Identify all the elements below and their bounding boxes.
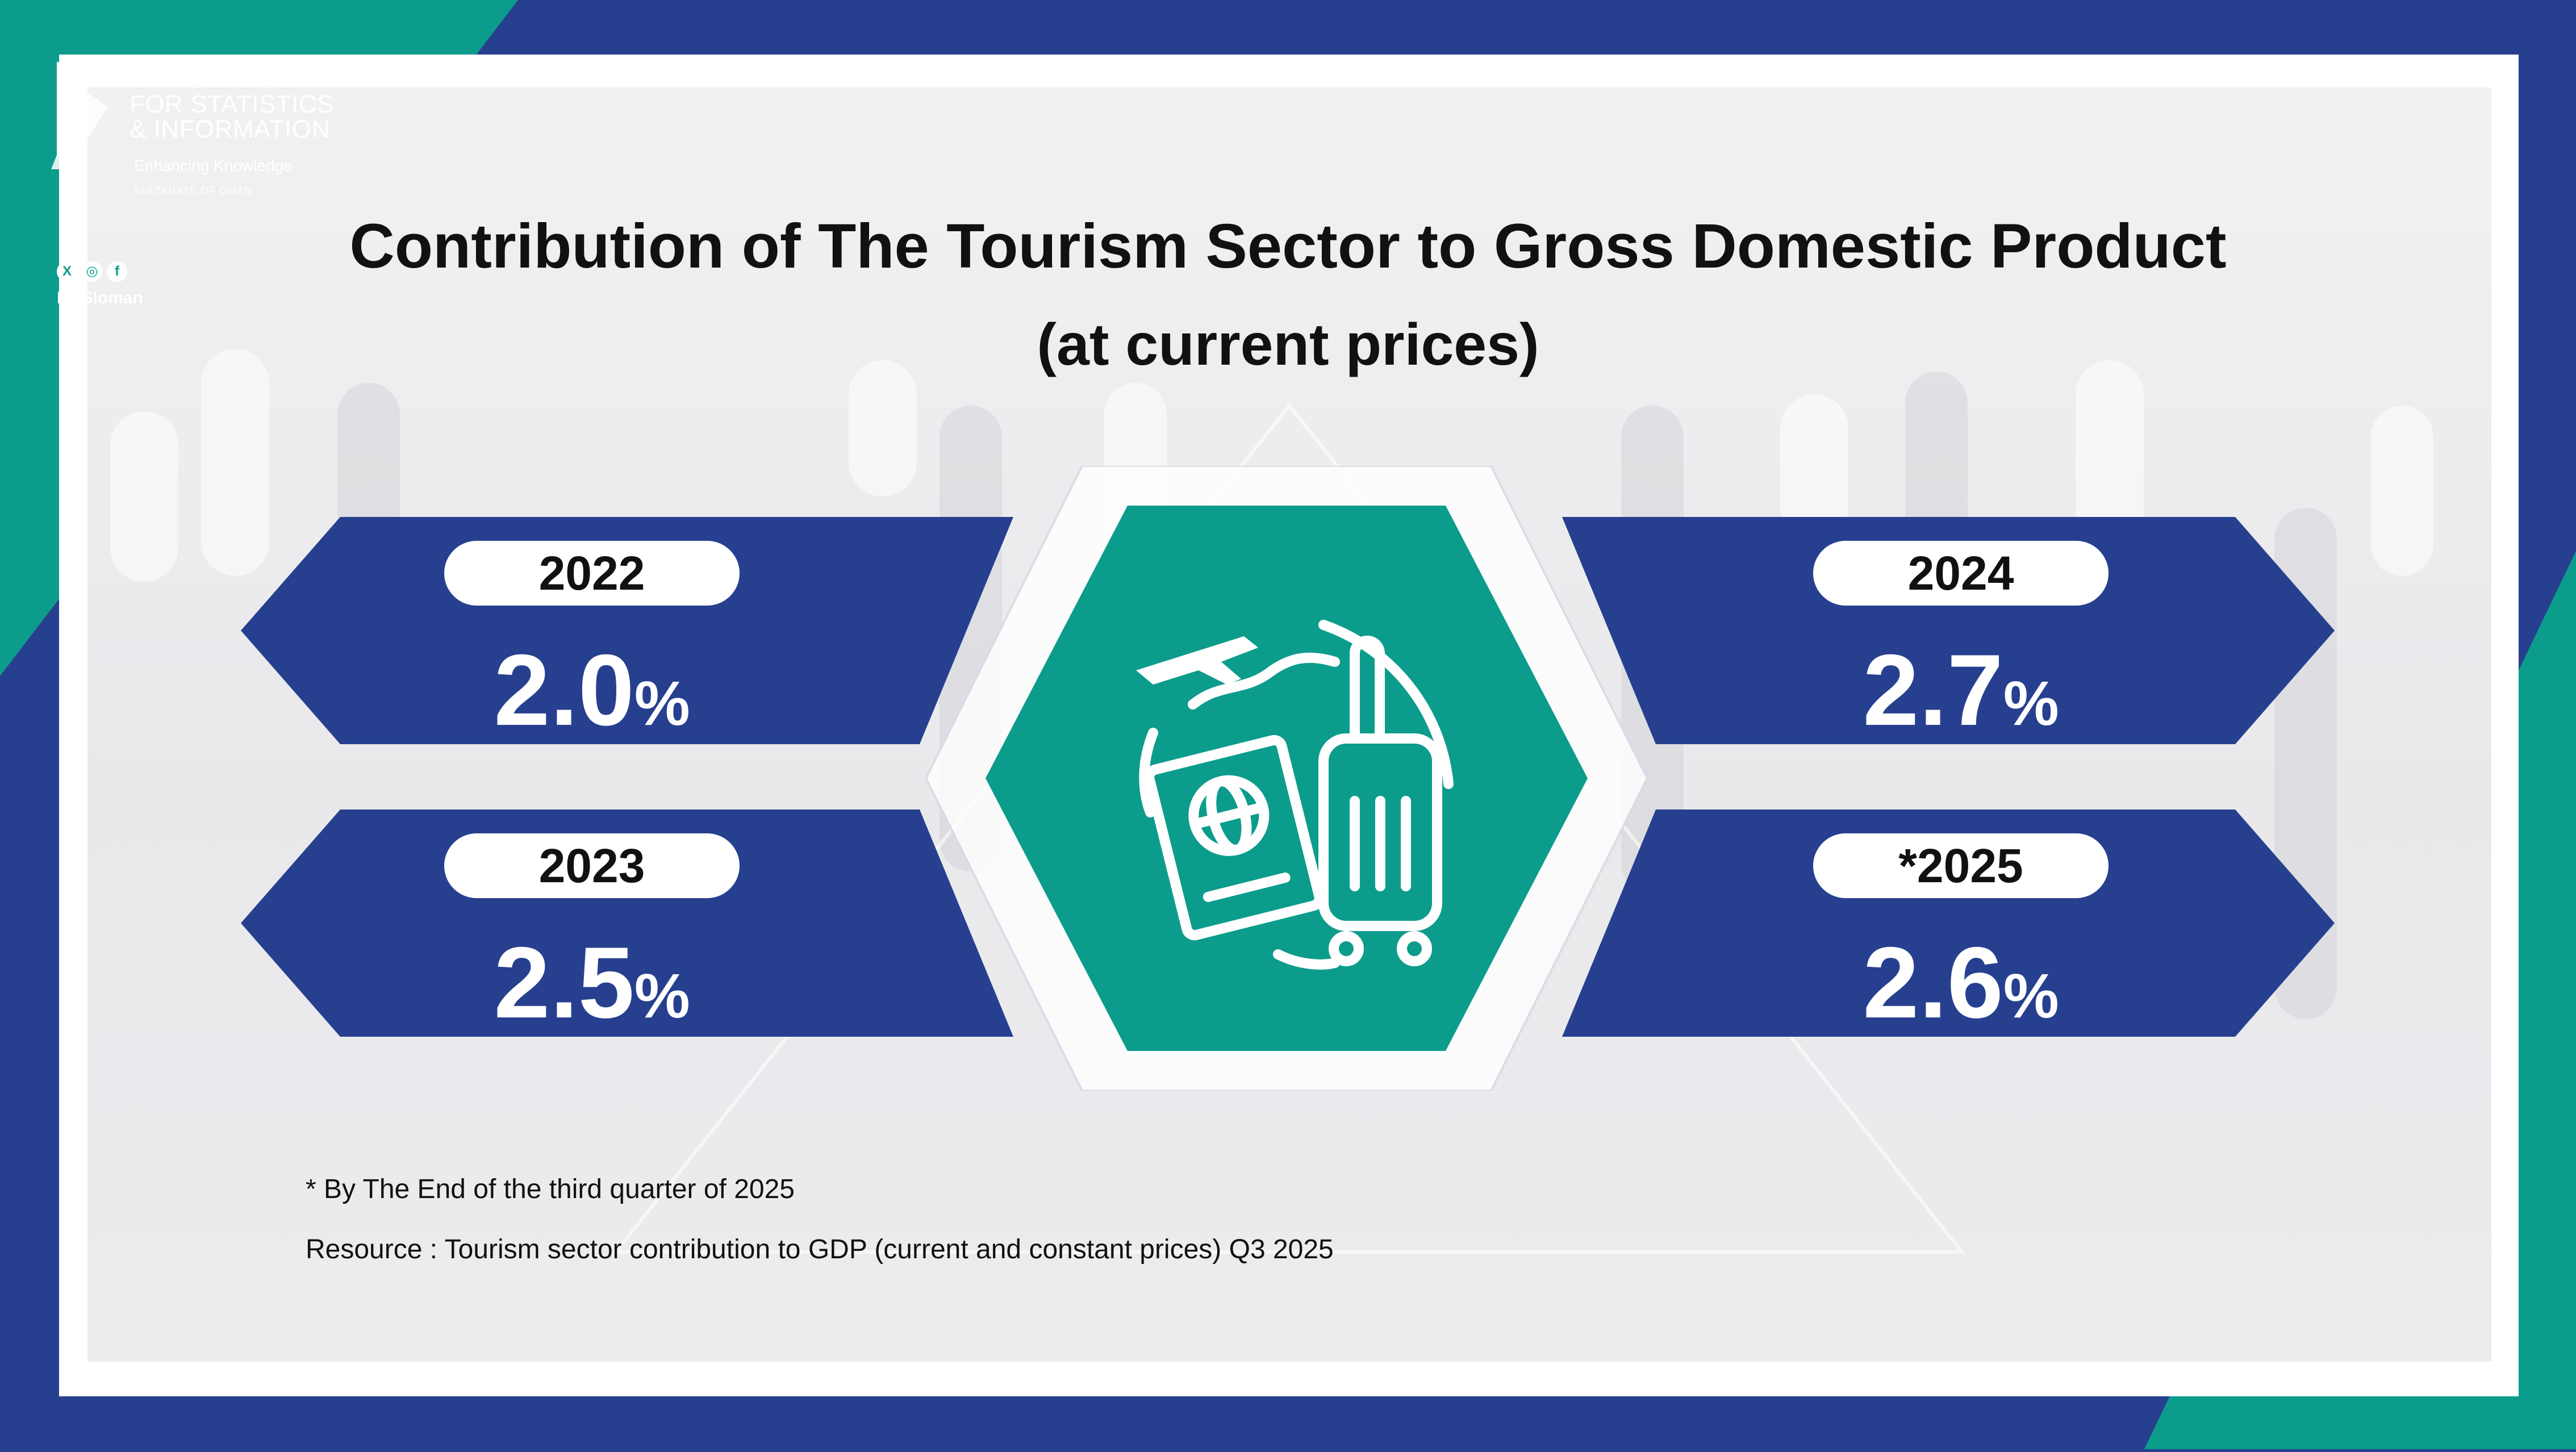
social-links: X ◎ f NCSIoman [57,261,143,308]
page-subtitle: (at current prices) [1037,312,1539,378]
stat-value: 2.6% [1863,926,2059,1039]
page-title: Contribution of The Tourism Sector to Gr… [349,211,2227,281]
stat-value: 2.7% [1863,633,2059,746]
organization-country: SULTANATE OF OMAN [134,185,253,197]
year-label: 2024 [1813,541,2109,606]
travel-icon [1136,620,1454,970]
stat-card-2022: 2022 2.0% [241,517,1013,746]
stat-value: 2.5% [494,926,690,1039]
card-shape [241,810,1013,1037]
center-hexagon [924,465,1649,1092]
source-note: Resource : Tourism sector contribution t… [306,1234,1334,1265]
stat-card-2023: 2023 2.5% [241,810,1013,1039]
footnote: * By The End of the third quarter of 202… [306,1174,795,1204]
card-shape [241,517,1013,744]
organization-logo: NATIONAL CENTRE FOR STATISTICS & INFORMA… [45,61,386,209]
year-label: 2022 [444,541,740,606]
stat-card-2025: *2025 2.6% [1562,810,2335,1039]
stat-card-2024: 2024 2.7% [1562,517,2335,746]
x-icon[interactable]: X [57,261,77,282]
instagram-icon[interactable]: ◎ [82,261,102,282]
social-handle: NCSIoman [57,289,143,307]
ncsi-logo-icon [51,61,108,169]
year-label: *2025 [1813,833,2109,898]
organization-tagline: Enhancing Knowledge [134,157,293,174]
stat-value: 2.0% [494,633,690,746]
card-shape [1562,517,2335,744]
facebook-icon[interactable]: f [107,261,127,282]
year-label: 2023 [444,833,740,898]
organization-name: NATIONAL CENTRE FOR STATISTICS & INFORMA… [130,65,366,143]
card-shape [1562,810,2335,1037]
